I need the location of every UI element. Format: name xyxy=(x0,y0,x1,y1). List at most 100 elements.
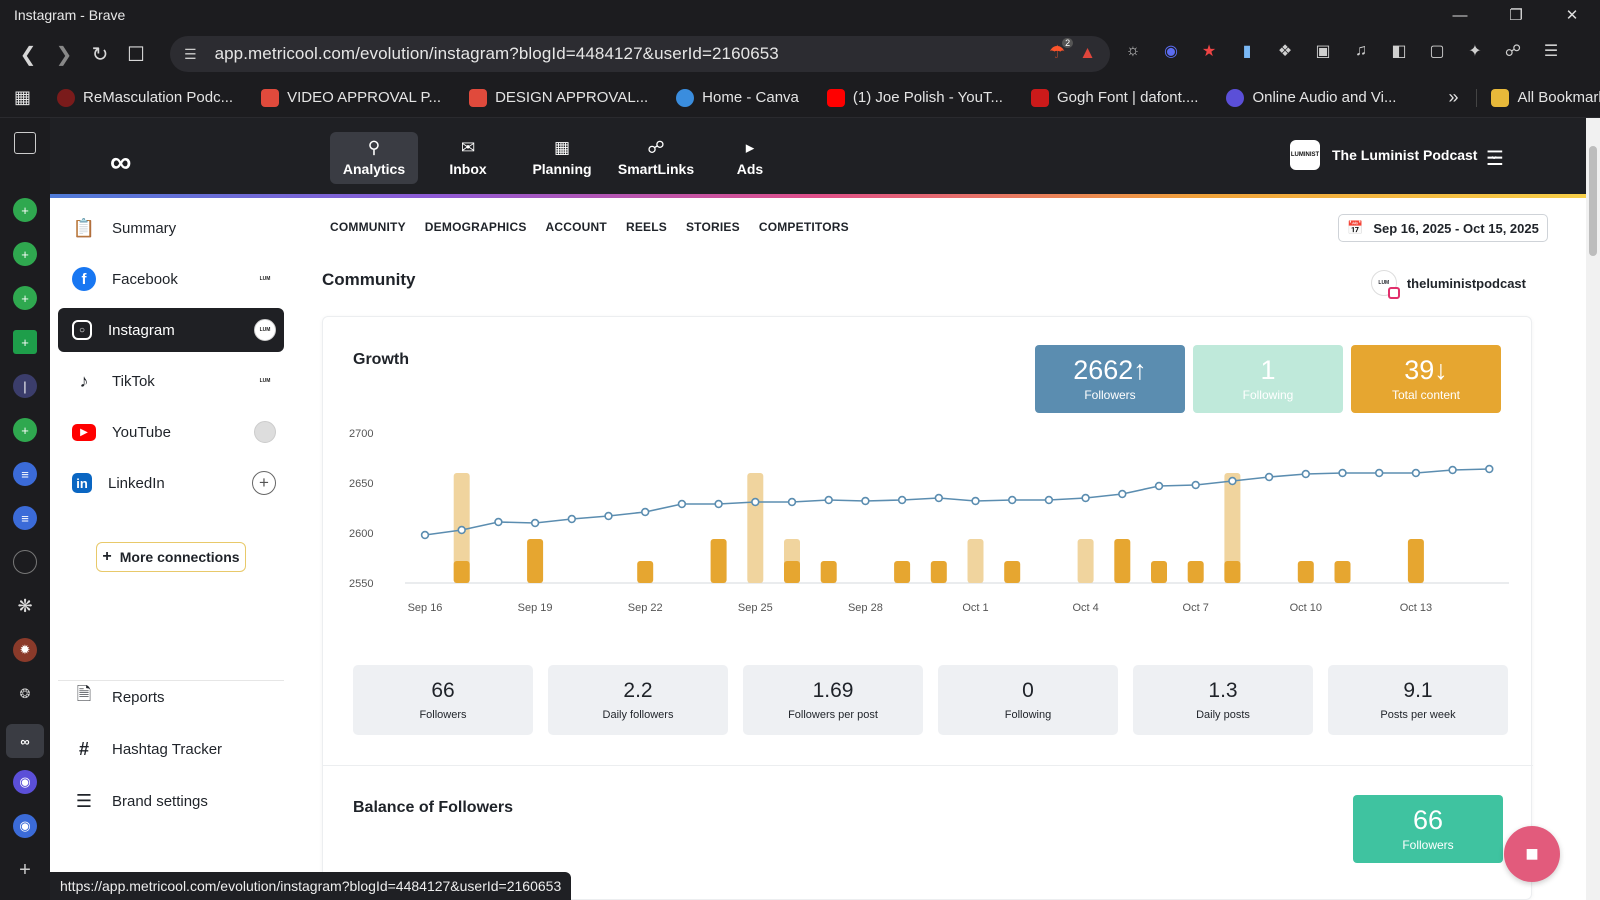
followers-point xyxy=(934,493,943,503)
brave-shields-icon[interactable]: ☂ 2 xyxy=(1049,38,1074,63)
add-connection-icon[interactable]: + xyxy=(252,471,276,495)
kpi-total-content[interactable]: 39↓ Total content xyxy=(1351,345,1501,413)
scrollbar-thumb[interactable] xyxy=(1589,146,1597,256)
nav-planning[interactable]: ▦ Planning xyxy=(518,132,606,184)
bookmark-youtube[interactable]: (1) Joe Polish - YouT... xyxy=(813,88,1017,107)
address-url[interactable]: app.metricool.com/evolution/instagram?bl… xyxy=(214,44,779,63)
tab-stories[interactable]: STORIES xyxy=(685,220,740,234)
bookmarks-overflow-icon[interactable]: » xyxy=(1448,87,1459,107)
sidebar-item-summary[interactable]: 📋 Summary xyxy=(58,206,284,250)
sidebar-app-icon[interactable]: + xyxy=(13,286,37,310)
all-bookmarks-label: All Bookmarks xyxy=(1517,89,1600,106)
stat-label: Daily followers xyxy=(602,709,674,721)
sidebar-app-icon[interactable]: + xyxy=(13,418,37,442)
restore-icon[interactable]: ❐ xyxy=(1509,7,1523,24)
date-range-picker[interactable]: 📅 Sep 16, 2025 - Oct 15, 2025 xyxy=(1338,214,1548,242)
sidebar-item-instagram[interactable]: ○ Instagram LUM xyxy=(58,308,284,352)
sidebar-toggle-icon[interactable]: ◧ xyxy=(1391,43,1407,60)
menu-icon[interactable]: ☰ xyxy=(1543,43,1559,60)
nav-analytics[interactable]: ⚲ Analytics xyxy=(330,132,418,184)
kpi-following[interactable]: 1 Following xyxy=(1193,345,1343,413)
tab-account[interactable]: ACCOUNT xyxy=(545,220,607,234)
bookmark-video-approval[interactable]: VIDEO APPROVAL P... xyxy=(247,88,455,107)
sidebar-item-youtube[interactable]: ▶ YouTube xyxy=(58,410,284,454)
metricool-icon[interactable]: ∞ xyxy=(6,724,44,758)
sidebar-item-hashtag-tracker[interactable]: # Hashtag Tracker xyxy=(58,727,284,771)
kpi-balance-followers[interactable]: 66 Followers xyxy=(1353,795,1503,863)
minimize-icon[interactable]: — xyxy=(1452,6,1468,24)
bookmark-remasculation[interactable]: ReMasculation Podc... xyxy=(43,88,247,107)
extensions-puzzle-icon[interactable]: ❖ xyxy=(1277,43,1293,60)
reload-icon[interactable]: ↻ xyxy=(91,43,109,66)
address-bar[interactable]: ☰ app.metricool.com/evolution/instagram?… xyxy=(170,36,1110,72)
more-connections-button[interactable]: + More connections xyxy=(96,542,246,572)
account-avatar: LUMINIST xyxy=(1290,140,1320,170)
page-scrollbar[interactable] xyxy=(1586,118,1600,900)
window-titlebar: Instagram - Brave — ❐ ✕ xyxy=(0,0,1600,30)
bookmark-design-approval[interactable]: DESIGN APPROVAL... xyxy=(455,88,662,107)
followers-point xyxy=(530,518,540,528)
sidebar-app-icon[interactable]: + xyxy=(13,330,37,354)
followers-point xyxy=(1448,465,1457,475)
hamburger-menu-icon[interactable]: ☰ xyxy=(1486,148,1504,170)
bookmark-icon[interactable]: ☐ xyxy=(127,43,145,66)
sidebar-app-icon[interactable]: ≡ xyxy=(13,506,37,530)
x-tick-label: Sep 19 xyxy=(518,602,553,614)
sidebar-item-brand-settings[interactable]: ☰ Brand settings xyxy=(58,779,284,823)
screenshot-icon[interactable]: ▣ xyxy=(1315,43,1331,60)
sidebar-app-icon[interactable] xyxy=(13,550,37,574)
sidebar-item-tiktok[interactable]: ♪ TikTok LUM xyxy=(58,359,284,403)
extension-red-icon[interactable]: ★ xyxy=(1201,43,1217,60)
extension-bulb-icon[interactable]: ☼ xyxy=(1125,42,1141,59)
forward-icon[interactable]: ❯ xyxy=(55,43,73,66)
nav-smartlinks[interactable]: ☍ SmartLinks xyxy=(612,132,700,184)
bookmark-canva[interactable]: Home - Canva xyxy=(662,88,813,107)
sidebar-app-icon[interactable]: ❂ xyxy=(19,686,31,701)
sidebar-item-facebook[interactable]: f Facebook LUM xyxy=(58,257,284,301)
sidebar-item-linkedin[interactable]: in LinkedIn + xyxy=(58,461,284,505)
tab-reels[interactable]: REELS xyxy=(625,220,667,234)
nav-inbox[interactable]: ✉ Inbox xyxy=(424,132,512,184)
site-settings-icon[interactable]: ☰ xyxy=(184,45,197,62)
sidebar-app-icon[interactable]: ◉ xyxy=(13,770,37,794)
nav-ads[interactable]: ▸ Ads xyxy=(706,132,794,184)
leo-ai-icon[interactable]: ✦ xyxy=(1468,43,1482,60)
post-bar-light xyxy=(747,473,764,583)
tab-community[interactable]: COMMUNITY xyxy=(330,220,406,234)
card-divider xyxy=(323,765,1533,766)
back-icon[interactable]: ❮ xyxy=(19,43,37,66)
sidebar-app-icon[interactable]: + xyxy=(13,198,37,222)
sidebar-app-icon[interactable]: ≡ xyxy=(13,462,37,486)
sidebar-app-icon[interactable]: ✹ xyxy=(13,638,37,662)
media-icon[interactable]: ♫ xyxy=(1355,42,1367,59)
chatgpt-icon[interactable]: ❋ xyxy=(17,595,33,616)
sidebar-item-reports[interactable]: 🗎 Reports xyxy=(58,675,284,719)
sidebar-app-icon[interactable]: ◉ xyxy=(13,814,37,838)
post-bar xyxy=(1334,561,1351,583)
apps-grid-icon[interactable]: ▦ xyxy=(14,87,32,107)
chat-support-button[interactable]: ■ xyxy=(1504,826,1560,882)
bookmark-label: ReMasculation Podc... xyxy=(83,89,234,106)
analytics-icon: ⚲ xyxy=(367,138,381,157)
all-bookmarks[interactable]: All Bookmarks xyxy=(1476,88,1600,107)
sidebar-app-icon[interactable]: | xyxy=(13,374,37,398)
sidebar-panel-icon[interactable] xyxy=(14,132,36,154)
extension-c-icon[interactable]: ◉ xyxy=(1164,43,1178,60)
wallet-icon[interactable]: ▢ xyxy=(1429,43,1445,60)
bookmark-online-audio[interactable]: Online Audio and Vi... xyxy=(1212,88,1410,107)
tab-competitors[interactable]: COMPETITORS xyxy=(758,220,849,234)
account-switcher[interactable]: LUMINIST The Luminist Podcast ⌄ xyxy=(1290,140,1499,170)
post-bar xyxy=(637,561,654,583)
add-sidebar-item-icon[interactable]: + xyxy=(19,858,31,881)
followers-point xyxy=(1301,469,1310,479)
extension-clipboard-icon[interactable]: ▮ xyxy=(1242,43,1252,60)
sidebar-app-icon[interactable]: + xyxy=(13,242,37,266)
vpn-icon[interactable]: ☍ xyxy=(1504,43,1522,60)
tab-demographics[interactable]: DEMOGRAPHICS xyxy=(424,220,527,234)
metricool-logo[interactable]: ∞ xyxy=(110,146,131,179)
close-icon[interactable]: ✕ xyxy=(1565,7,1579,24)
growth-title: Growth xyxy=(353,351,409,368)
brave-rewards-icon[interactable]: ▲ xyxy=(1079,42,1096,62)
kpi-followers[interactable]: 2662↑ Followers xyxy=(1035,345,1185,413)
bookmark-dafont[interactable]: Gogh Font | dafont.... xyxy=(1017,88,1212,107)
